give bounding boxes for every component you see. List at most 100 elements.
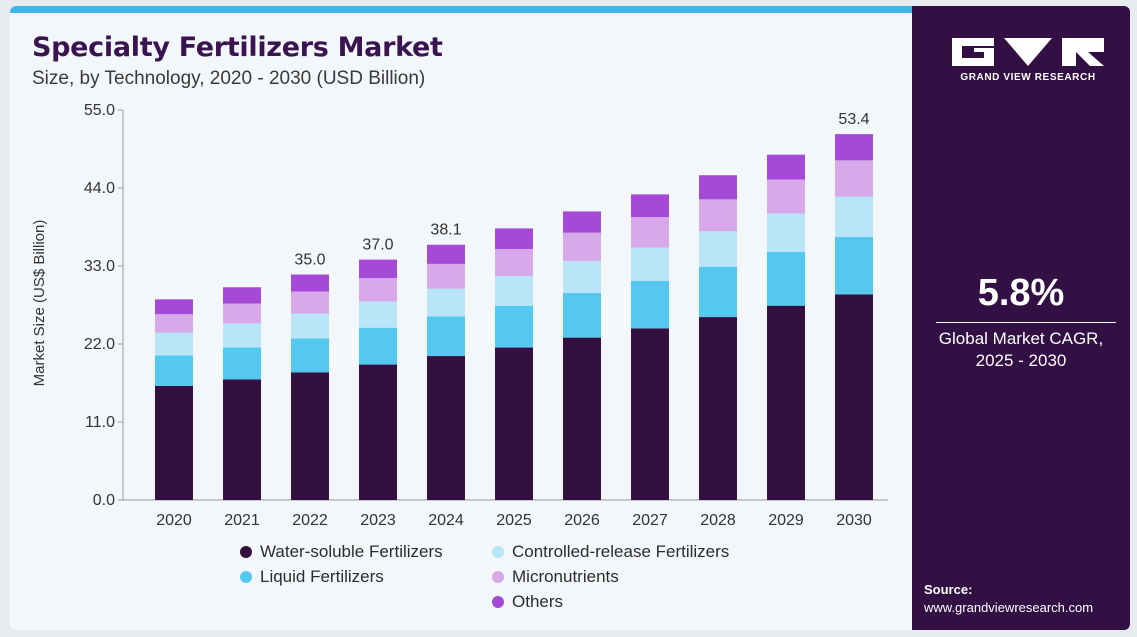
bar-segment-2027-0 [631,328,669,500]
bar-segment-2026-1 [563,292,601,338]
x-axis-ticks: 2020 2021 2022 2023 2024 2025 2026 2027 2028 2029… [156,512,872,529]
x-tick-label: 2026 [564,512,600,529]
bar-segment-2029-1 [767,251,805,306]
bar-segment-2023-4 [359,259,397,279]
bar-segment-2022-1 [291,338,329,373]
x-tick-label: 2028 [700,512,736,529]
x-tick-label: 2024 [428,512,464,529]
legend-label: Controlled-release Fertilizers [512,542,730,561]
bar-segment-2024-4 [427,244,465,264]
bar-segment-2022-4 [291,274,329,292]
legend-swatch [492,571,504,583]
cagr-label-line2: 2025 - 2030 [975,351,1067,370]
bar-segment-2028-0 [699,317,737,500]
bar-segment-2026-4 [563,211,601,233]
legend-item-controlled-release: Controlled-release Fertilizers [492,542,729,562]
logo-text: GRAND VIEW RESEARCH [960,72,1096,83]
legend-item-water-soluble: Water-soluble Fertilizers [240,542,443,562]
bar-segment-2026-0 [563,337,601,500]
cagr-label-line1: Global Market CAGR, [938,329,1104,348]
x-tick-label: 2027 [632,512,668,529]
bar-segment-2029-3 [767,179,805,214]
chart-title: Specialty Fertilizers Market [32,32,443,63]
x-tick-label: 2021 [224,512,260,529]
total-label-2024: 38.1 [430,222,461,239]
bar-segment-2027-4 [631,194,669,218]
bar-segment-2025-4 [495,228,533,249]
bar-segment-2029-2 [767,213,805,252]
y-tick-label: 55.0 [84,102,115,119]
logo-mark-icon [952,38,1104,66]
bar-segment-2024-2 [427,288,465,317]
bar-segment-2024-3 [427,263,465,289]
cagr-value: 5.8% [977,272,1065,314]
legend-swatch [492,546,504,558]
bar-segment-2025-2 [495,275,533,306]
bar-segment-2021-4 [223,287,261,304]
legend: Water-soluble Fertilizers Controlled-rel… [240,542,800,622]
bar-segment-2028-3 [699,199,737,232]
bar-segment-2027-3 [631,217,669,248]
bar-segment-2020-3 [155,314,193,333]
bar-segment-2028-1 [699,266,737,318]
x-tick-label: 2030 [836,512,872,529]
chart-panel: Specialty Fertilizers Market Size, by Te… [10,6,912,630]
source-link[interactable]: www.grandviewresearch.com [924,600,1094,615]
stacked-bar-chart: 0.0 11.0 22.0 33.0 44.0 55.0 35.0 37.0 38.1 53.4… [31,102,888,529]
bar-segment-2030-1 [835,236,873,295]
bar-segment-2030-4 [835,134,873,161]
x-tick-label: 2029 [768,512,804,529]
bar-segment-2021-3 [223,303,261,324]
bar-segment-2029-4 [767,154,805,180]
legend-swatch [240,546,252,558]
legend-label: Liquid Fertilizers [260,567,384,586]
y-tick-label: 11.0 [85,414,115,431]
total-label-2030: 53.4 [838,111,869,128]
legend-label: Micronutrients [512,567,619,586]
bar-segment-2026-3 [563,232,601,262]
x-tick-label: 2020 [156,512,192,529]
bar-segment-2029-0 [767,305,805,500]
bar-segment-2022-2 [291,313,329,339]
x-tick-label: 2022 [292,512,328,529]
bar-segment-2021-2 [223,323,261,348]
bar-segment-2023-1 [359,327,397,365]
cagr-label: Global Market CAGR, 2025 - 2030 [912,328,1130,372]
bar-segment-2022-3 [291,291,329,314]
y-axis-ticks: 0.0 11.0 22.0 33.0 44.0 55.0 [84,102,123,509]
legend-item-others: Others [492,592,563,612]
x-tick-label: 2023 [360,512,396,529]
bar-segment-2021-0 [223,379,261,500]
bar-segment-2024-0 [427,356,465,500]
total-label-2023: 37.0 [362,237,393,254]
y-tick-label: 0.0 [93,492,115,509]
x-tick-label: 2025 [496,512,532,529]
y-tick-label: 33.0 [84,258,115,275]
bar-total-labels: 35.0 37.0 38.1 53.4 [294,111,869,268]
accent-bar [10,6,912,13]
y-axis-label: Market Size (US$ Billion) [31,220,48,387]
bar-segment-2027-2 [631,247,669,281]
sidebar-panel: GRAND VIEW RESEARCH 5.8% Global Market C… [912,6,1130,630]
legend-item-liquid: Liquid Fertilizers [240,567,384,587]
y-tick-label: 44.0 [84,180,115,197]
bar-segment-2020-1 [155,355,193,386]
legend-swatch [492,596,504,608]
legend-label: Water-soluble Fertilizers [260,542,443,561]
bar-segment-2028-4 [699,175,737,200]
bar-segment-2030-2 [835,196,873,237]
bar-segment-2026-2 [563,261,601,293]
total-label-2022: 35.0 [294,252,325,269]
bar-segment-2021-1 [223,347,261,380]
chart-subtitle: Size, by Technology, 2020 - 2030 (USD Bi… [32,68,426,89]
bar-segment-2025-0 [495,347,533,500]
bar-segment-2028-2 [699,231,737,267]
grand-view-research-logo: GRAND VIEW RESEARCH [948,34,1108,90]
bar-segment-2025-1 [495,305,533,348]
bars [155,134,873,500]
legend-label: Others [512,592,564,611]
bar-segment-2023-3 [359,278,397,302]
bar-segment-2025-3 [495,248,533,276]
bar-segment-2030-0 [835,294,873,500]
bar-segment-2023-0 [359,364,397,500]
